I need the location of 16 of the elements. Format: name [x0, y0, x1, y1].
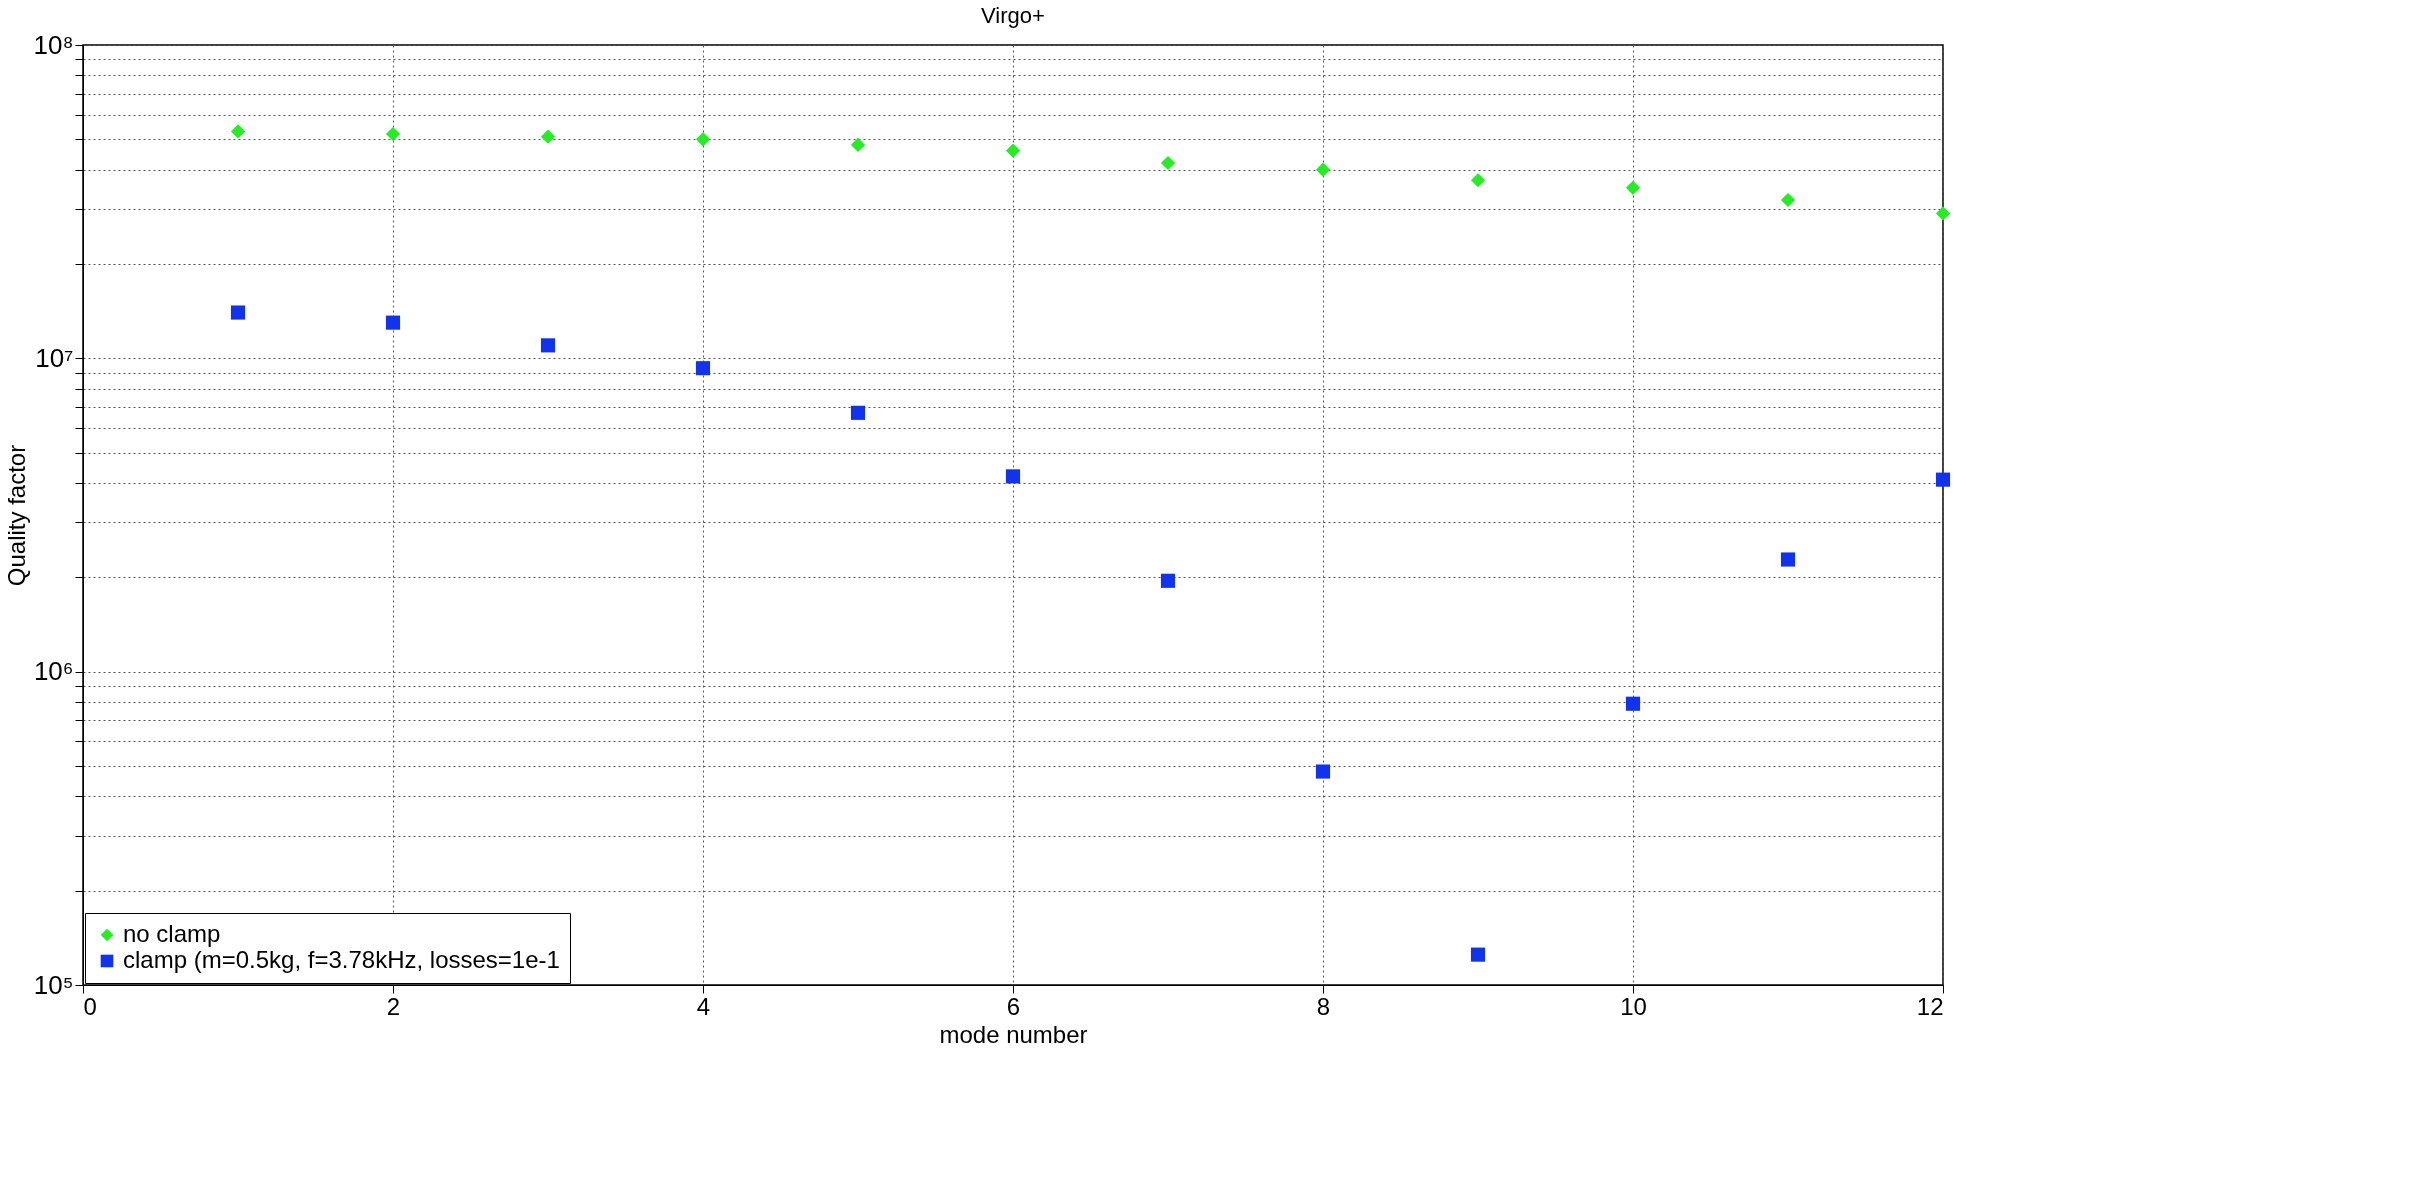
chart-title: Virgo+: [981, 3, 1045, 28]
legend-label: no clamp: [123, 920, 221, 947]
x-tick-label: 0: [83, 992, 97, 1020]
y-axis-title: Quality factor: [2, 444, 30, 587]
y-tick-label: 10⁵: [33, 969, 74, 1000]
x-tick-label: 2: [386, 992, 401, 1020]
x-tick-label: 6: [1006, 992, 1021, 1020]
y-tick-label: 10⁷: [35, 342, 74, 373]
legend-label: clamp (m=0.5kg, f=3.78kHz, losses=1e-1: [123, 946, 560, 973]
y-tick-label: 10⁸: [33, 29, 74, 60]
x-tick-label: 8: [1316, 992, 1331, 1020]
x-tick-label: 12: [1916, 992, 1944, 1020]
x-tick-label: 4: [696, 992, 711, 1020]
y-tick-label: 10⁶: [33, 656, 74, 687]
x-axis-title: mode number: [939, 1020, 1088, 1048]
x-tick-label: 10: [1620, 992, 1647, 1020]
